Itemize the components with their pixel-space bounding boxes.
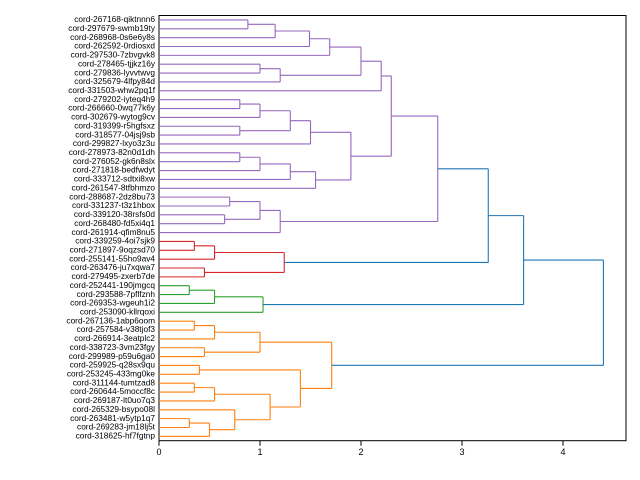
svg-text:1: 1 <box>257 447 262 457</box>
svg-text:4: 4 <box>560 447 565 457</box>
svg-text:3: 3 <box>459 447 464 457</box>
svg-text:cord-318625-hf7fgtnp: cord-318625-hf7fgtnp <box>76 431 156 441</box>
svg-text:0: 0 <box>156 447 161 457</box>
svg-text:2: 2 <box>358 447 363 457</box>
